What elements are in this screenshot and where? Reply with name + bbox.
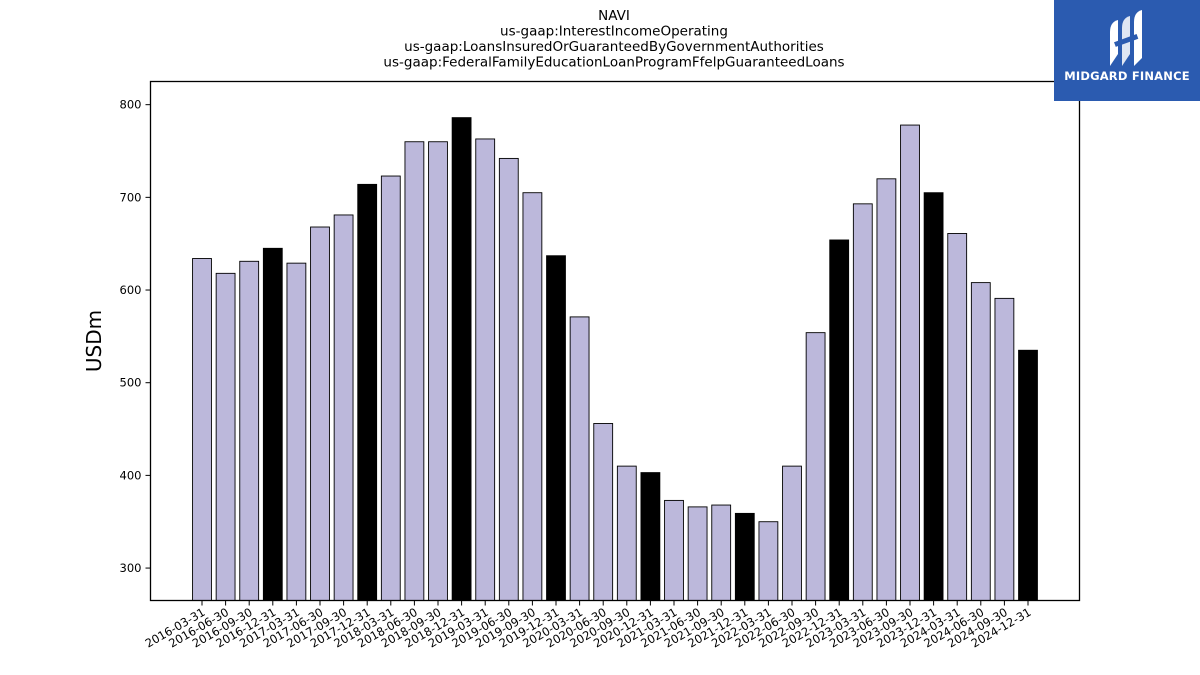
bars [192,117,1038,601]
plot-frame [149,80,1081,602]
bar-2024-03-31 [947,233,968,601]
bar-2016-12-31 [262,247,283,601]
bar-2022-06-30 [782,465,802,601]
bar-2016-06-30 [215,272,236,601]
bar-2023-06-30 [876,178,897,601]
bar-2018-03-31 [380,175,401,601]
bar-2024-12-31 [1018,349,1038,601]
bar-2021-06-30 [687,506,708,601]
bar-2016-03-31 [192,258,212,601]
y-tick-label: 700 [120,190,142,204]
bar-2017-06-30 [310,226,330,601]
y-tick-label: 300 [120,561,142,575]
bar-2022-12-31 [829,239,850,601]
bar-2022-09-30 [805,332,826,601]
y-tick-label: 500 [120,376,142,390]
bar-2020-06-30 [593,423,614,601]
bar-2019-06-30 [498,157,519,601]
y-axis: 300 400 500 600 700 800 [120,98,151,575]
bar-2016-09-30 [239,260,260,601]
title-line: us-gaap:FederalFamilyEducationLoanProgra… [383,55,844,71]
logo-mark-icon [1110,10,1142,66]
bar-2019-12-31 [546,255,566,601]
bar-2020-03-31 [569,316,590,601]
title-line: NAVI [598,8,630,24]
y-tick-label: 800 [120,98,142,112]
x-axis: 2016-03-312016-06-302016-09-302016-12-31… [143,600,1034,651]
bar-2017-03-31 [286,262,307,601]
bar-2017-12-31 [357,183,378,601]
bar-2019-03-31 [475,138,496,601]
y-axis-label: USDm [82,310,106,372]
y-tick-label: 400 [120,468,142,482]
bar-2021-03-31 [664,499,684,601]
bar-2018-09-30 [428,141,448,601]
bar-2022-03-31 [758,521,779,601]
bar-2021-09-30 [711,504,732,601]
bar-2017-09-30 [333,214,354,601]
bar-2024-09-30 [994,297,1015,601]
bar-2020-09-30 [616,465,637,601]
logo-text: MIDGARD FINANCE [1064,69,1190,83]
chart-title: NAVIus-gaap:InterestIncomeOperatingus-ga… [383,8,844,71]
bar-2023-09-30 [900,124,920,601]
bar-2018-12-31 [451,117,472,601]
y-tick-label: 600 [120,283,142,297]
bar-2018-06-30 [404,141,425,601]
bar-2021-12-31 [734,512,755,601]
midgard-finance-logo: MIDGARD FINANCE [1054,0,1200,101]
bar-2020-12-31 [640,472,661,601]
bar-2023-12-31 [923,192,944,601]
title-line: us-gaap:LoansInsuredOrGuaranteedByGovern… [404,39,824,55]
bar-2024-06-30 [970,282,991,601]
bar-2019-09-30 [522,192,543,601]
bar-2023-03-31 [852,203,873,601]
title-line: us-gaap:InterestIncomeOperating [500,24,728,40]
